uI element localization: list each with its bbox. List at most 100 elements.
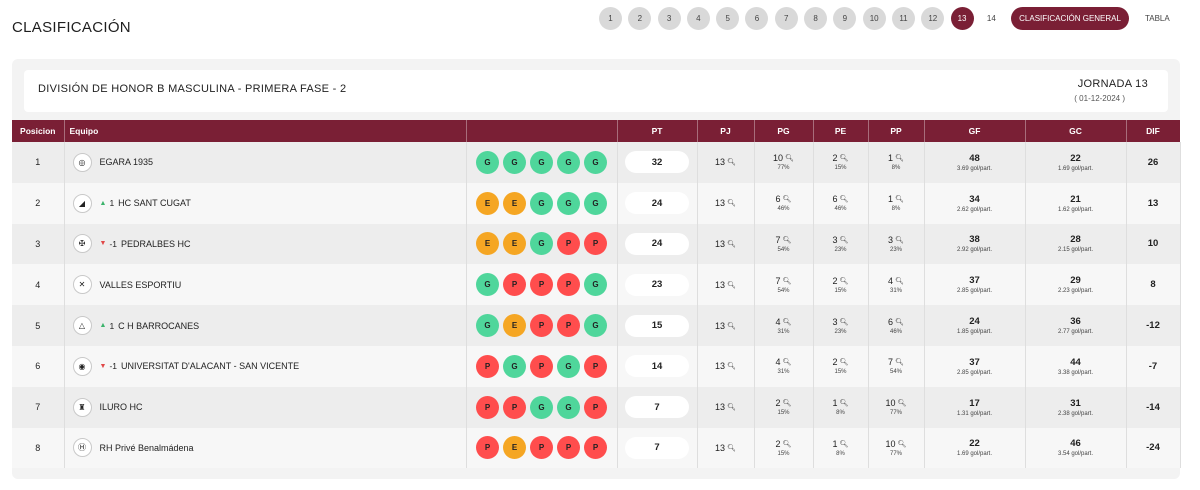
search-icon[interactable]: 🔍︎	[782, 196, 792, 204]
jornada-button-14[interactable]: 14	[986, 14, 996, 23]
table-row[interactable]: 3 ✠ ▼ -1 PEDRALBES HC E E G P P 24 13 🔍︎ 7 🔍︎ 54% 3 🔍︎ 23%…	[12, 223, 1181, 265]
team-cell[interactable]: ♜ ILURO HC	[64, 386, 467, 428]
trend-value: 1	[109, 320, 115, 331]
team-cell[interactable]: ◉ ▼ -1 UNIVERSITAT D'ALACANT - SAN VICENTE	[64, 345, 467, 387]
search-icon[interactable]: 🔍︎	[727, 200, 736, 208]
lost-cell: 6 🔍︎ 46%	[868, 305, 925, 346]
search-icon[interactable]: 🔍︎	[839, 196, 849, 204]
search-icon[interactable]: 🔍︎	[839, 236, 849, 244]
search-icon[interactable]: 🔍︎	[895, 155, 904, 163]
division-title: DIVISIÓN DE HONOR B MASCULINA - PRIMERA …	[38, 83, 347, 95]
search-icon[interactable]: 🔍︎	[782, 318, 792, 326]
team-name[interactable]: EGARA 1935	[99, 157, 154, 168]
jornada-button-1[interactable]: 1	[599, 7, 622, 30]
col-header-equipo: Equipo	[64, 120, 467, 142]
table-row[interactable]: 8 Ⓗ RH Privé Benalmádena P E P P P 7 13 🔍︎ 2 🔍︎ 15% 1 🔍…	[12, 427, 1181, 469]
jornada-button-2[interactable]: 2	[628, 7, 652, 30]
result-badge: P	[530, 436, 553, 460]
result-badge: G	[557, 395, 580, 419]
search-icon[interactable]: 🔍︎	[782, 359, 792, 367]
search-icon[interactable]: 🔍︎	[895, 277, 904, 285]
search-icon[interactable]: 🔍︎	[727, 363, 736, 371]
jornada-button-9[interactable]: 9	[833, 7, 857, 30]
jornada-button-6[interactable]: 6	[745, 7, 769, 30]
table-row[interactable]: 2 ◢ ▲ 1 HC SANT CUGAT E E G G G 24 13 🔍︎ 6 🔍︎ 46% 6 🔍︎ 46%…	[12, 182, 1181, 224]
table-row[interactable]: 4 ✕ VALLES ESPORTIU G P P P G 23 13 🔍︎ 7 🔍︎ 54% 2 🔍︎ 15%…	[12, 264, 1181, 306]
jornada-button-10[interactable]: 10	[862, 7, 886, 30]
team-name[interactable]: RH Privé Benalmádena	[99, 442, 194, 453]
team-name[interactable]: HC SANT CUGAT	[118, 198, 191, 209]
search-icon[interactable]: 🔍︎	[839, 277, 849, 285]
search-icon[interactable]: 🔍︎	[897, 400, 907, 408]
jornada-button-3[interactable]: 3	[657, 7, 681, 30]
clasificacion-general-button[interactable]: CLASIFICACIÓN GENERAL	[1011, 7, 1129, 30]
table-row[interactable]: 7 ♜ ILURO HC P P G G P 7 13 🔍︎ 2 🔍︎ 15% 1 🔍︎ 8% 10 🔍︎ 77% 17…	[12, 386, 1181, 428]
goals-against-cell: 46 3.54 gol/part.	[1025, 427, 1127, 469]
search-icon[interactable]: 🔍︎	[895, 196, 904, 204]
team-name[interactable]: UNIVERSITAT D'ALACANT - SAN VICENTE	[121, 361, 300, 372]
trend-down-icon: ▼	[99, 240, 107, 248]
search-icon[interactable]: 🔍︎	[839, 440, 849, 448]
search-icon[interactable]: 🔍︎	[727, 240, 736, 248]
search-icon[interactable]: 🔍︎	[897, 440, 907, 448]
team-name[interactable]: ILURO HC	[99, 402, 143, 413]
team-cell[interactable]: ◢ ▲ 1 HC SANT CUGAT	[64, 182, 467, 224]
search-icon[interactable]: 🔍︎	[895, 236, 904, 244]
team-cell[interactable]: ✕ VALLES ESPORTIU	[64, 264, 467, 306]
team-cell[interactable]: ✠ ▼ -1 PEDRALBES HC	[64, 223, 467, 265]
search-icon[interactable]: 🔍︎	[727, 444, 736, 452]
search-icon[interactable]: 🔍︎	[839, 400, 849, 408]
team-name[interactable]: VALLES ESPORTIU	[99, 279, 182, 290]
search-icon[interactable]: 🔍︎	[895, 318, 904, 326]
team-cell[interactable]: △ ▲ 1 C H BARROCANES	[64, 305, 467, 346]
team-name[interactable]: C H BARROCANES	[118, 320, 200, 331]
search-icon[interactable]: 🔍︎	[839, 359, 849, 367]
position-cell: 4	[12, 264, 65, 306]
points-value: 15	[625, 314, 689, 337]
search-icon[interactable]: 🔍︎	[782, 400, 792, 408]
search-icon[interactable]: 🔍︎	[785, 155, 794, 163]
team-cell[interactable]: ◎ EGARA 1935	[64, 142, 467, 183]
jornada-button-11[interactable]: 11	[891, 7, 915, 30]
team-name[interactable]: PEDRALBES HC	[121, 238, 191, 249]
search-icon[interactable]: 🔍︎	[782, 440, 792, 448]
drawn-percent: 15%	[834, 287, 847, 294]
jornada-button-4[interactable]: 4	[686, 7, 710, 30]
lost-percent: 23%	[889, 246, 902, 253]
table-row[interactable]: 6 ◉ ▼ -1 UNIVERSITAT D'ALACANT - SAN VICENTE…	[12, 345, 1181, 387]
result-badge: P	[584, 232, 607, 256]
search-icon[interactable]: 🔍︎	[727, 322, 736, 330]
goals-for-cell: 17 1.31 gol/part.	[924, 386, 1026, 428]
table-row[interactable]: 1 ◎ EGARA 1935 G G G G G 32 13 🔍︎ 10 🔍︎ 77% 2 🔍︎ 15% 1 🔍︎ 8…	[12, 142, 1181, 183]
lost-value: 1	[888, 194, 894, 205]
search-icon[interactable]: 🔍︎	[839, 318, 849, 326]
search-icon[interactable]: 🔍︎	[727, 159, 736, 167]
search-icon[interactable]: 🔍︎	[782, 236, 792, 244]
col-header-pt: PT	[617, 120, 698, 142]
search-icon[interactable]: 🔍︎	[727, 281, 736, 289]
benalmadena-crest-icon: Ⓗ	[72, 438, 92, 458]
search-icon[interactable]: 🔍︎	[727, 404, 736, 412]
goals-against-value: 36	[1070, 316, 1081, 328]
drawn-percent: 23%	[834, 246, 847, 253]
lost-percent: 54%	[889, 369, 902, 376]
goals-for-average: 1.31 gol/part.	[956, 410, 993, 417]
result-badge: G	[476, 150, 499, 174]
egara-crest-icon: ◎	[72, 152, 92, 172]
jornada-button-5[interactable]: 5	[716, 7, 740, 30]
col-header-pp: PP	[868, 120, 925, 142]
jornada-button-7[interactable]: 7	[774, 7, 798, 30]
search-icon[interactable]: 🔍︎	[839, 155, 849, 163]
jornada-button-8[interactable]: 8	[804, 7, 828, 30]
jornada-button-13[interactable]: 13	[950, 7, 974, 30]
search-icon[interactable]: 🔍︎	[895, 359, 904, 367]
tabla-button[interactable]: TABLA	[1144, 14, 1170, 23]
table-row[interactable]: 5 △ ▲ 1 C H BARROCANES G E P P G 15 13 🔍︎ 4 🔍︎ 31% 3 🔍︎ 23…	[12, 305, 1181, 346]
jornada-button-12[interactable]: 12	[921, 7, 945, 30]
won-cell: 6 🔍︎ 46%	[754, 182, 814, 224]
search-icon[interactable]: 🔍︎	[782, 277, 792, 285]
team-cell[interactable]: Ⓗ RH Privé Benalmádena	[64, 427, 467, 469]
goals-for-value: 17	[969, 397, 980, 409]
result-badge: G	[503, 150, 526, 174]
lost-percent: 77%	[889, 450, 902, 457]
